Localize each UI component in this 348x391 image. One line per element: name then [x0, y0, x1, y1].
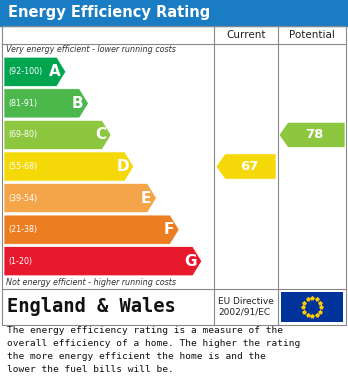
Polygon shape	[4, 89, 88, 118]
Text: Not energy efficient - higher running costs: Not energy efficient - higher running co…	[6, 278, 176, 287]
Text: F: F	[164, 222, 174, 237]
Polygon shape	[4, 152, 134, 181]
Text: 67: 67	[240, 160, 258, 173]
Text: C: C	[95, 127, 106, 142]
Text: G: G	[184, 254, 197, 269]
Text: The energy efficiency rating is a measure of the
overall efficiency of a home. T: The energy efficiency rating is a measur…	[7, 326, 300, 374]
Text: D: D	[116, 159, 129, 174]
Polygon shape	[216, 154, 276, 179]
Bar	[281, 292, 343, 322]
Bar	[0, 0, 348, 26]
Polygon shape	[4, 57, 66, 86]
Text: (81-91): (81-91)	[8, 99, 37, 108]
Text: Potential: Potential	[289, 30, 335, 40]
Text: A: A	[49, 64, 61, 79]
Text: Current: Current	[226, 30, 266, 40]
Text: EU Directive: EU Directive	[218, 298, 274, 307]
Text: 78: 78	[305, 128, 323, 142]
Polygon shape	[4, 247, 202, 276]
Polygon shape	[279, 122, 345, 147]
Text: (92-100): (92-100)	[8, 67, 42, 76]
Polygon shape	[4, 215, 179, 244]
Text: Energy Efficiency Rating: Energy Efficiency Rating	[8, 5, 210, 20]
Text: (1-20): (1-20)	[8, 257, 32, 266]
Text: (39-54): (39-54)	[8, 194, 37, 203]
Text: E: E	[141, 190, 151, 206]
Text: B: B	[72, 96, 84, 111]
Text: 2002/91/EC: 2002/91/EC	[218, 307, 270, 316]
Polygon shape	[4, 120, 111, 149]
Text: (21-38): (21-38)	[8, 225, 37, 234]
Polygon shape	[4, 183, 157, 213]
Text: (55-68): (55-68)	[8, 162, 37, 171]
Text: (69-80): (69-80)	[8, 131, 37, 140]
Bar	[2, 26, 346, 325]
Text: Very energy efficient - lower running costs: Very energy efficient - lower running co…	[6, 45, 176, 54]
Text: England & Wales: England & Wales	[7, 298, 176, 316]
